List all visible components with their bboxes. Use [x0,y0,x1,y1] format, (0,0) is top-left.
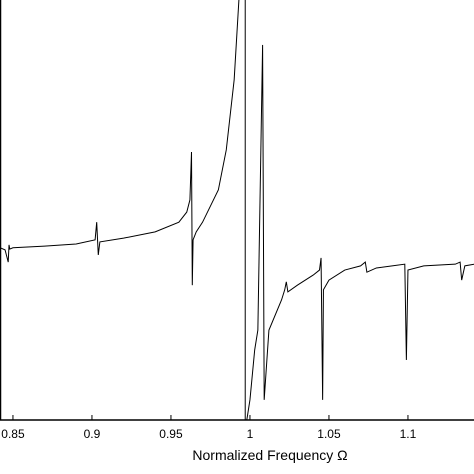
x-tick-label: 0.85 [1,427,25,441]
x-tick-label: 1.1 [400,427,417,441]
x-tick-label: 0.95 [159,427,183,441]
x-tick-label: 1 [247,427,254,441]
x-axis-label: Normalized Frequency Ω [192,447,347,463]
data-line [0,0,474,421]
x-tick-label: 1.05 [317,427,341,441]
x-tick-label: 0.9 [84,427,101,441]
